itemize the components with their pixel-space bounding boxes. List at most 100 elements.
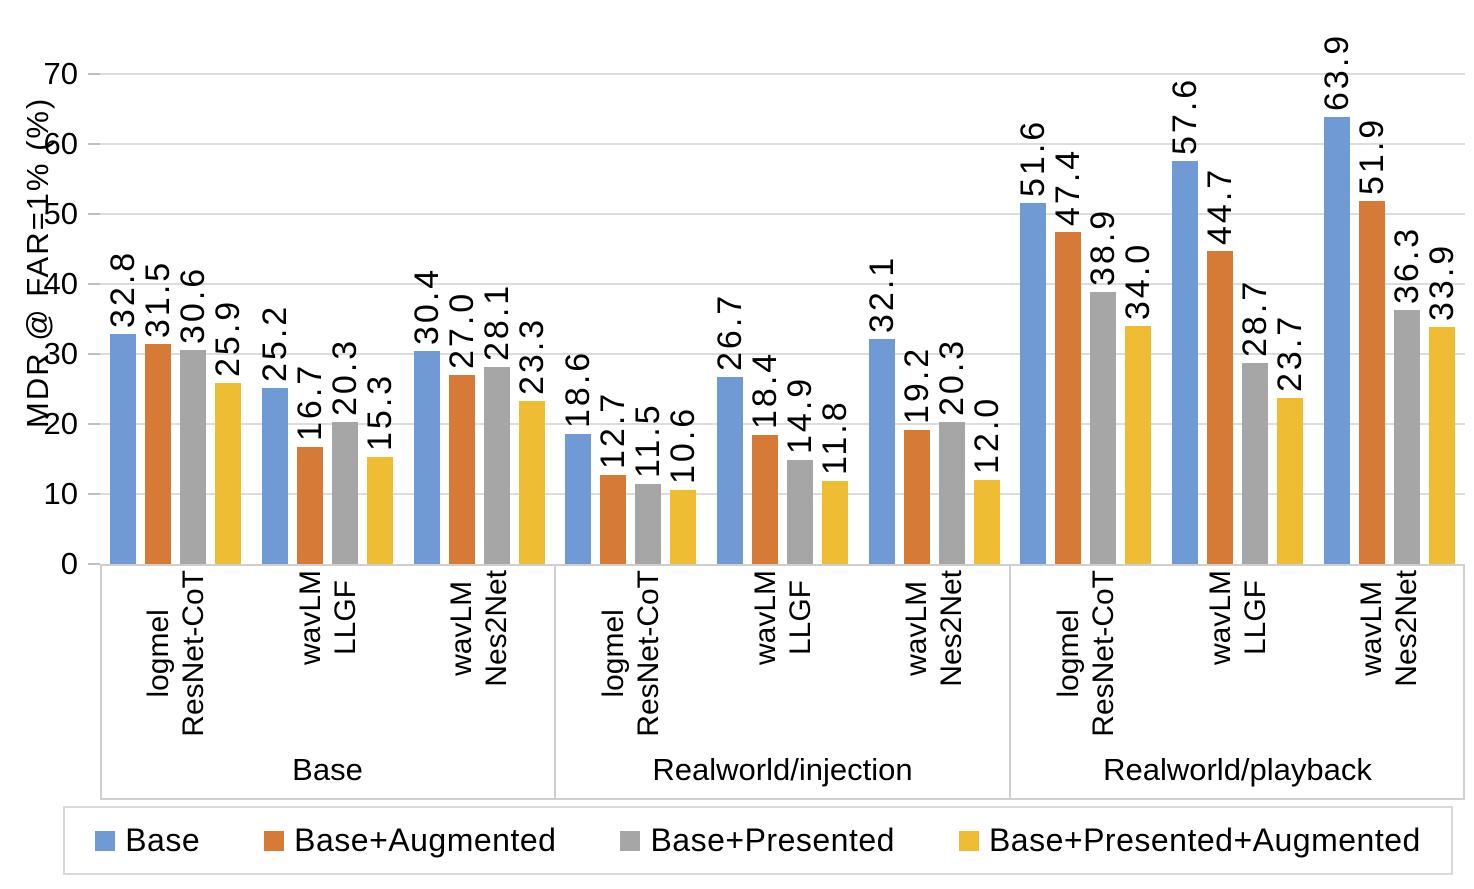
cluster-label-line: wavLM [900, 580, 934, 676]
bar-value-label: 11.5 [629, 401, 668, 478]
bar-base-presented-augmented-c7 [1277, 398, 1303, 564]
bar-value-label: 12.7 [594, 390, 633, 470]
bar-base-presented-c1 [332, 421, 358, 564]
y-tick-mark-20 [88, 423, 100, 425]
cluster-label-line: LLGF [1238, 580, 1272, 656]
gridline-70 [100, 73, 1465, 75]
bar-base-presented-augmented-c0 [215, 382, 242, 564]
bar-value-label: 44.7 [1201, 166, 1239, 246]
cluster-label: logmel ResNet-CoT [1051, 570, 1121, 737]
y-tick-mark-70 [88, 73, 100, 75]
bar-base-augmented-c4 [752, 435, 778, 564]
bar-base-c1 [262, 387, 288, 564]
cluster-label-line: ResNet-CoT [631, 570, 665, 737]
y-tick-label-70: 70 [43, 56, 78, 91]
y-tick-mark-10 [88, 493, 100, 495]
cluster-label-line: wavLM [1203, 570, 1237, 666]
bar-base-presented-c0 [180, 349, 207, 564]
legend-swatch [95, 830, 116, 851]
bar-base-augmented-c6 [1055, 232, 1082, 564]
bar-value-label: 15.3 [361, 372, 399, 451]
bar-value-label: 12.0 [967, 395, 1006, 474]
cluster-label-line: logmel [141, 609, 175, 698]
bar-value-label: 38.9 [1084, 207, 1123, 286]
y-tick-label-10: 10 [43, 476, 78, 511]
cluster-label-line: wavLM [445, 580, 479, 676]
bar-base-augmented-c7 [1207, 251, 1233, 564]
bar-base-presented-augmented-c4 [822, 481, 848, 564]
cluster-label: logmel ResNet-CoT [596, 570, 666, 737]
cluster-label-line: LLGF [328, 580, 362, 656]
bar-base-augmented-c2 [448, 375, 475, 564]
cluster-label-line: Nes2Net [480, 570, 514, 687]
bar-value-label: 34.0 [1119, 241, 1158, 320]
cluster-label: wavLM LLGF [293, 570, 363, 665]
bar-value-label: 26.7 [711, 292, 749, 372]
cluster-label-line: Nes2Net [935, 570, 969, 687]
bar-value-label: 25.2 [256, 303, 294, 382]
bar-value-label: 16.7 [291, 362, 329, 442]
bar-base-presented-augmented-c5 [973, 480, 1000, 564]
group-separator [554, 564, 556, 800]
gridline-20 [100, 423, 1465, 425]
cluster-label-line: logmel [1051, 609, 1085, 698]
legend-label: Base+Presented [650, 822, 895, 858]
group-label-1: Base [292, 752, 363, 787]
bar-value-label: 57.6 [1166, 76, 1204, 155]
cluster-label-line: Nes2Net [1390, 570, 1424, 687]
legend: Base Base+Augmented Base+Presented Base+Pre… [63, 806, 1453, 875]
bar-base-presented-c8 [1393, 309, 1420, 564]
bar-base-augmented-c3 [600, 475, 627, 564]
bar-value-label: 25.9 [209, 298, 248, 377]
bar-base-augmented-c5 [903, 429, 930, 564]
bar-base-presented-c2 [483, 367, 510, 564]
bar-value-label: 51.9 [1352, 116, 1391, 195]
gridline-40 [100, 283, 1465, 285]
legend-label: Base+Presented+Augmented [988, 822, 1421, 858]
bar-base-presented-augmented-c3 [670, 489, 697, 564]
bar-value-label: 10.6 [664, 405, 703, 484]
bar-base-augmented-c8 [1358, 200, 1385, 564]
legend-label: Base [125, 822, 201, 858]
cluster-label: wavLM Nes2Net [1354, 570, 1424, 687]
cluster-label-line: LLGF [783, 580, 817, 656]
bar-value-label: 32.8 [104, 250, 143, 329]
bar-value-label: 18.4 [746, 351, 784, 430]
bar-value-label: 32.1 [862, 255, 901, 334]
legend-item-base-augmented: Base+Augmented [264, 822, 556, 859]
bar-value-label: 30.4 [407, 267, 446, 346]
bar-base-presented-augmented-c1 [367, 456, 393, 564]
gridline-10 [100, 493, 1465, 495]
bar-value-label: 47.4 [1049, 148, 1088, 227]
bar-value-label: 23.3 [512, 316, 551, 395]
bar-base-presented-augmented-c6 [1125, 326, 1152, 564]
bar-base-presented-c7 [1242, 363, 1268, 564]
category-axis-box [100, 564, 1465, 800]
bar-value-label: 31.5 [139, 259, 178, 338]
bar-base-presented-c5 [938, 421, 965, 564]
y-tick-mark-0 [88, 563, 100, 565]
y-tick-mark-40 [88, 283, 100, 285]
bar-base-presented-c3 [635, 483, 662, 564]
legend-swatch [958, 830, 979, 851]
cluster-label-line: ResNet-CoT [176, 570, 210, 737]
bar-base-c4 [717, 377, 743, 564]
cluster-label-line: logmel [596, 609, 630, 698]
legend-item-base-presented: Base+Presented [620, 822, 895, 859]
bar-value-label: 19.2 [897, 345, 936, 424]
y-tick-label-60: 60 [43, 126, 78, 161]
y-tick-mark-50 [88, 213, 100, 215]
legend-swatch [620, 830, 641, 851]
cluster-label: wavLM LLGF [1203, 570, 1273, 665]
bar-value-label: 30.6 [174, 265, 213, 344]
bar-base-c6 [1020, 202, 1047, 564]
group-label-2: Realworld/injection [652, 752, 913, 787]
bar-value-label: 11.8 [816, 399, 854, 476]
gridline-50 [100, 213, 1465, 215]
cluster-label: logmel ResNet-CoT [141, 570, 211, 737]
y-tick-label-20: 20 [43, 406, 78, 441]
legend-label: Base+Augmented [294, 822, 557, 858]
bar-base-augmented-c1 [297, 447, 323, 564]
cluster-label: wavLM LLGF [748, 570, 818, 665]
